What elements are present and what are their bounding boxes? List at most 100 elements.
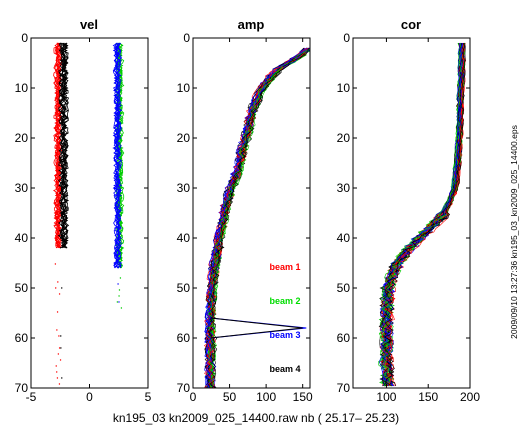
cor-profile (383, 42, 465, 387)
side-stamp: 2009/09/10 13:27:36 kn195_03_kn2009_025_… (509, 125, 519, 339)
ytick-label: 20 (177, 131, 191, 145)
cor-profile (383, 42, 465, 387)
vel-point (118, 301, 120, 303)
amp-axes-box (192, 37, 311, 389)
ytick-label: 70 (337, 381, 351, 395)
vel-point (58, 347, 61, 349)
beam-legend: beam 1 beam 2 beam 3 beam 4 (269, 262, 300, 374)
xtick-label: 5 (145, 390, 152, 404)
vel-point (59, 359, 62, 361)
vel-ticks: 0 10 20 30 40 50 60 70-5 0 5 (15, 31, 152, 404)
vel-axes-box (30, 37, 149, 389)
panel-vel: vel 0 10 20 30 40 50 60 70-5 0 5 (15, 17, 152, 404)
vel-point (56, 371, 58, 373)
vel-point (55, 365, 57, 367)
amp-spike (210, 317, 303, 339)
vel-traces (52, 42, 125, 385)
ytick-label: 30 (15, 181, 29, 195)
cor-profile (383, 42, 466, 387)
ytick-label: 60 (177, 331, 191, 345)
cor-profile (382, 42, 465, 387)
vel-point (57, 281, 59, 283)
cor-profile (382, 42, 465, 387)
cor-profile (383, 42, 465, 387)
cor-profile (381, 42, 463, 386)
cor-profile (382, 42, 463, 387)
x-axis-label: kn195_03 kn2009_025_14400.raw nb ( 25.17… (113, 411, 399, 425)
ytick-label: 40 (177, 231, 191, 245)
cor-profile (382, 42, 466, 387)
legend-entry: beam 3 (269, 330, 300, 340)
vel-title: vel (80, 17, 98, 32)
cor-profile (384, 42, 466, 387)
ytick-label: 20 (15, 131, 29, 145)
amp-traces (204, 47, 310, 388)
vel-point (58, 383, 61, 385)
vel-point (58, 335, 60, 337)
ytick-label: 50 (177, 281, 191, 295)
vel-point (117, 283, 119, 285)
cor-profile (379, 42, 461, 387)
cor-profile (383, 42, 466, 387)
cor-profile (382, 42, 465, 387)
vel-point (56, 329, 58, 331)
ytick-label: 0 (21, 31, 28, 45)
ytick-label: 0 (183, 31, 190, 45)
cor-profile (381, 42, 464, 387)
vel-point (60, 335, 62, 337)
vel-profile (54, 42, 62, 249)
ytick-label: 50 (15, 281, 29, 295)
vel-point (61, 377, 63, 379)
amp-profile (207, 47, 308, 388)
vel-point (118, 295, 120, 297)
panel-cor: cor 0 10 20 30 40 50 60 70 100 150 200 (337, 17, 481, 404)
amp-profile (204, 47, 310, 388)
vel-point (119, 277, 122, 279)
ytick-label: 10 (15, 81, 29, 95)
ytick-label: 20 (337, 131, 351, 145)
ytick-label: 70 (15, 381, 29, 395)
cor-profile (381, 43, 463, 387)
vel-profile (57, 42, 67, 249)
cor-profile (383, 42, 465, 387)
cor-profile (382, 42, 464, 387)
cor-profile (382, 42, 465, 387)
amp-profile (209, 47, 309, 388)
cor-profile (378, 42, 461, 387)
xtick-label: 0 (190, 390, 197, 404)
xtick-label: 150 (418, 390, 438, 404)
cor-profile (383, 42, 465, 387)
legend-entry: beam 4 (269, 364, 300, 374)
vel-profile (55, 42, 63, 249)
cor-title: cor (401, 17, 421, 32)
ytick-label: 10 (337, 81, 351, 95)
xtick-label: 200 (460, 390, 480, 404)
vel-profile (113, 42, 121, 269)
vel-point (56, 311, 59, 313)
cor-ticks: 0 10 20 30 40 50 60 70 100 150 200 (337, 31, 481, 404)
vel-profile (115, 42, 123, 269)
ytick-label: 10 (177, 81, 191, 95)
cor-profile (383, 42, 467, 387)
xtick-label: 100 (256, 390, 276, 404)
vel-point (58, 293, 61, 295)
xtick-label: 150 (293, 390, 313, 404)
amp-profile (205, 47, 308, 388)
xtick-label: -5 (26, 390, 37, 404)
cor-profile (381, 43, 463, 387)
xtick-label: 50 (223, 390, 237, 404)
vel-point (57, 353, 60, 355)
ytick-label: 30 (337, 181, 351, 195)
xtick-label: 0 (86, 390, 93, 404)
ytick-label: 60 (337, 331, 351, 345)
vel-point (56, 377, 59, 379)
ytick-label: 40 (15, 231, 29, 245)
vel-point (120, 307, 123, 309)
ytick-label: 50 (337, 281, 351, 295)
vel-point (118, 289, 121, 291)
ytick-label: 0 (343, 31, 350, 45)
ytick-label: 70 (177, 381, 191, 395)
vel-point (116, 301, 119, 303)
